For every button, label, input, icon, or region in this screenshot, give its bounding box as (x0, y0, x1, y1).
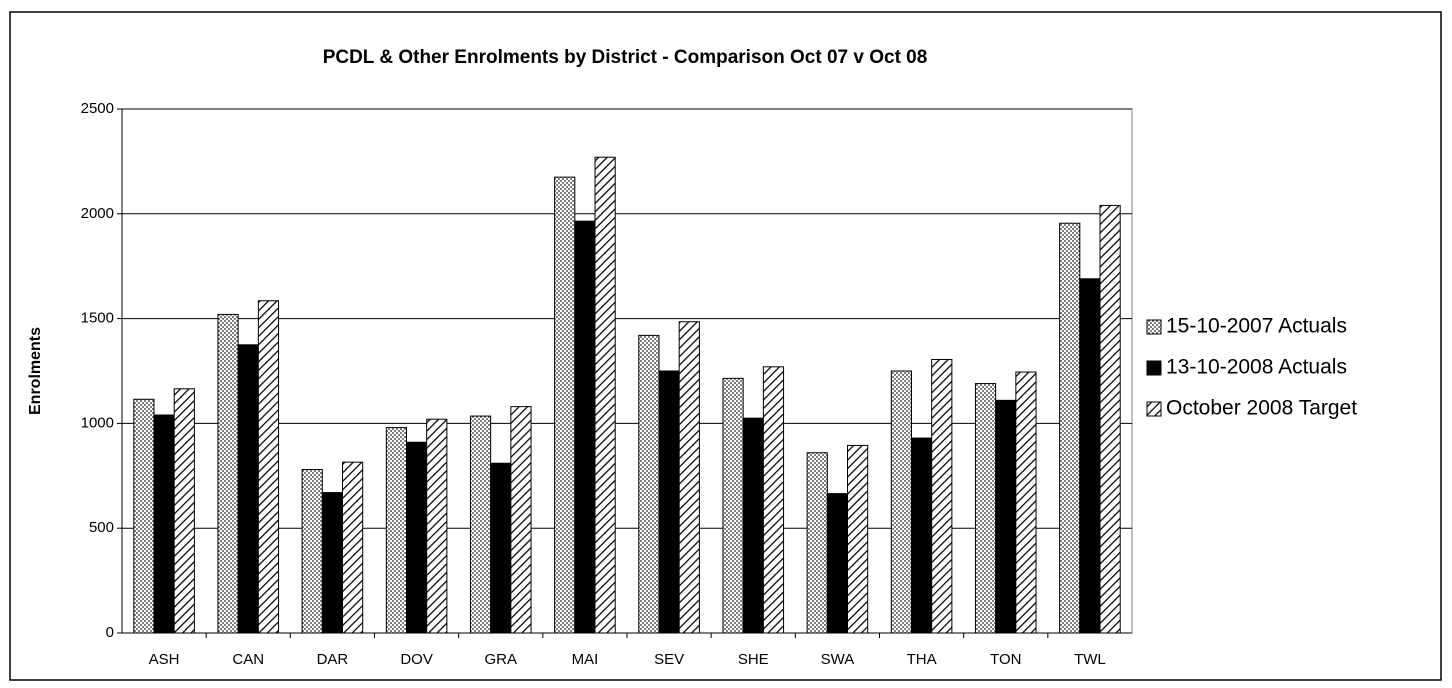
bar (217, 313, 239, 634)
bar (237, 344, 259, 634)
y-tick-label: 2500 (81, 100, 114, 117)
bar (173, 388, 195, 634)
bar (426, 418, 448, 634)
y-tick-label: 2000 (81, 205, 114, 222)
x-tick-label: DOV (400, 651, 433, 668)
bar (301, 469, 323, 634)
bar (153, 414, 175, 634)
bar (574, 220, 596, 634)
y-axis-label: Enrolments (27, 327, 44, 415)
bar (826, 493, 849, 634)
bar (405, 441, 428, 634)
bar (995, 399, 1017, 634)
x-tick-label: THA (907, 651, 937, 668)
bar (490, 462, 512, 634)
bar (638, 334, 660, 634)
bar (1079, 278, 1101, 634)
bar (806, 452, 828, 634)
bar (658, 370, 680, 634)
bar (890, 370, 912, 634)
legend-swatch (1146, 319, 1162, 335)
bar (762, 366, 785, 634)
bar (1059, 222, 1081, 634)
legend-swatch (1146, 401, 1162, 417)
bar (1099, 204, 1121, 634)
bar (554, 176, 576, 634)
chart-title: PCDL & Other Enrolments by District - Co… (323, 47, 928, 68)
legend-label: 13-10-2008 Actuals (1166, 356, 1347, 379)
legend-label: 15-10-2007 Actuals (1166, 315, 1347, 338)
x-tick-label: CAN (232, 651, 264, 668)
bar (742, 417, 764, 634)
y-tick-label: 500 (89, 519, 114, 536)
bar (722, 377, 744, 634)
bar (1015, 371, 1037, 634)
bar (469, 415, 492, 634)
bar (342, 461, 364, 634)
x-tick-label: ASH (149, 651, 180, 668)
bar (510, 406, 532, 634)
bar (594, 156, 616, 634)
x-tick-label: GRA (484, 651, 517, 668)
y-tick-label: 0 (106, 624, 114, 641)
legend-swatch (1146, 360, 1162, 376)
x-tick-label: SHE (738, 651, 769, 668)
legend-label: October 2008 Target (1166, 397, 1357, 420)
x-tick-label: TON (990, 651, 1021, 668)
bar (974, 383, 997, 634)
x-tick-label: SEV (654, 651, 684, 668)
bar (847, 444, 869, 634)
x-tick-label: SWA (821, 651, 855, 668)
y-tick-label: 1500 (81, 310, 114, 327)
x-tick-label: MAI (572, 651, 599, 668)
bar (931, 358, 953, 634)
bar (385, 427, 407, 634)
y-tick-label: 1000 (81, 414, 114, 431)
bar (678, 321, 700, 634)
bar (257, 300, 280, 634)
x-tick-label: TWL (1074, 651, 1106, 668)
bar (910, 437, 933, 634)
bar (321, 492, 344, 634)
x-tick-label: DAR (317, 651, 349, 668)
bar (133, 398, 155, 634)
